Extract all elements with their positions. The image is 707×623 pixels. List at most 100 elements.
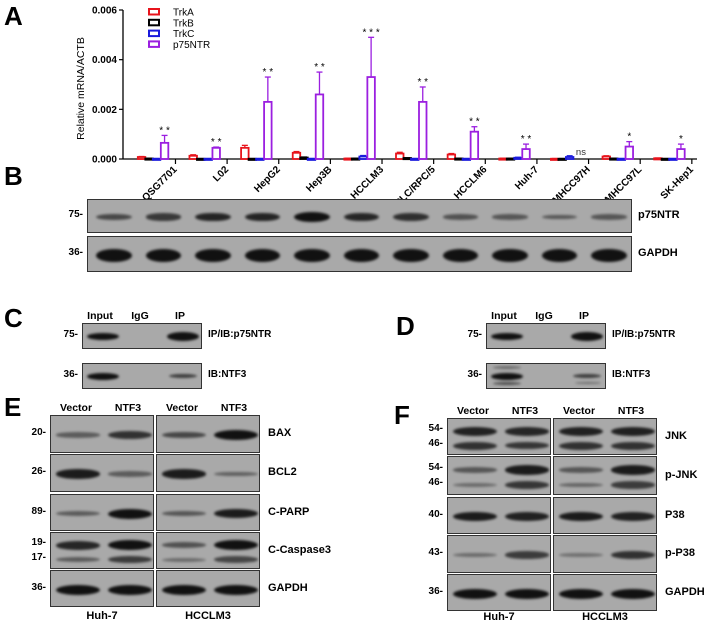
panel-label-e: E <box>4 392 22 422</box>
mw-marker: 54- <box>428 461 443 473</box>
band <box>559 511 603 522</box>
protein-label: p-JNK <box>665 468 698 481</box>
mw-marker: 36- <box>31 581 46 593</box>
lane-label: Vector <box>165 402 199 414</box>
band <box>611 481 655 489</box>
lane-label: Vector <box>562 405 596 417</box>
blot-row <box>447 497 551 534</box>
band <box>108 508 152 519</box>
significance-label: * * <box>469 117 480 128</box>
band <box>541 248 578 262</box>
band <box>214 556 258 563</box>
band <box>294 248 330 262</box>
band <box>343 212 380 222</box>
blot-row <box>486 323 606 349</box>
legend-swatch <box>148 29 160 38</box>
cell-line-label: Huh-7 <box>483 611 515 623</box>
protein-label: JNK <box>665 429 688 442</box>
blot-row <box>82 323 202 349</box>
band <box>96 213 132 221</box>
significance-label: * * <box>211 137 222 148</box>
band <box>611 465 655 475</box>
legend-swatch <box>148 18 160 27</box>
band <box>573 374 601 378</box>
y-tick-label: 0.002 <box>92 105 117 116</box>
band <box>162 469 206 479</box>
protein-label: p-P38 <box>665 547 695 559</box>
band <box>505 512 549 521</box>
band <box>505 465 549 475</box>
band <box>541 214 578 220</box>
x-tick-label: SK-Hep1 <box>659 164 697 202</box>
lane-label: NTF3 <box>114 402 142 414</box>
bar <box>469 130 480 160</box>
bar <box>159 141 170 160</box>
y-tick-label: 0.004 <box>92 55 117 66</box>
bar <box>624 145 634 160</box>
band <box>453 511 497 522</box>
panel-label-c: C <box>4 303 23 333</box>
band <box>162 510 206 517</box>
band <box>493 366 521 369</box>
protein-label: GAPDH <box>665 585 705 598</box>
lane-label: Vector <box>59 402 93 414</box>
mw-marker: 26- <box>31 466 46 477</box>
protein-label: P38 <box>665 508 685 521</box>
band <box>453 552 497 558</box>
protein-label: GAPDH <box>268 581 308 594</box>
panel-label-b: B <box>4 161 23 191</box>
lane-label: Input <box>87 310 113 322</box>
blot-row <box>553 497 657 534</box>
blot-row <box>50 494 154 531</box>
panel-label-a: A <box>4 1 23 31</box>
y-tick-label: 0.000 <box>92 155 117 166</box>
protein-label: IB:NTF3 <box>208 369 247 380</box>
mw-marker: 75- <box>467 329 482 340</box>
band <box>214 430 258 440</box>
blot-row <box>156 454 260 492</box>
lane-label: IgG <box>535 310 553 322</box>
band <box>559 441 603 450</box>
mw-marker: 54- <box>428 423 443 435</box>
panel-label-f: F <box>394 400 410 430</box>
legend-label: TrkB <box>173 18 194 29</box>
blot-row <box>156 532 260 569</box>
lane-label: IP <box>175 310 185 322</box>
blot-row <box>50 570 154 607</box>
band <box>162 542 206 549</box>
band <box>442 214 479 220</box>
mw-marker: 75- <box>68 209 83 220</box>
band <box>56 469 100 479</box>
significance-label: * * <box>417 77 428 88</box>
band <box>611 441 655 450</box>
band <box>611 426 655 436</box>
blot-row <box>447 574 551 611</box>
x-tick-label: Huh-7 <box>513 164 541 192</box>
protein-label: C-Caspase3 <box>268 543 331 556</box>
blot-gapdh <box>87 236 632 272</box>
band <box>56 432 100 438</box>
mw-marker: 17- <box>31 551 46 563</box>
band <box>559 588 603 599</box>
blot-row <box>50 415 154 453</box>
band <box>145 213 182 221</box>
band <box>453 441 497 450</box>
band <box>294 212 330 222</box>
blot-row <box>447 535 551 573</box>
mw-marker: 89- <box>31 505 46 517</box>
band <box>214 508 258 519</box>
band <box>108 431 152 439</box>
mw-marker: 46- <box>428 437 443 449</box>
bar <box>513 156 523 160</box>
blot-row <box>553 535 657 573</box>
band <box>453 588 497 599</box>
band <box>505 426 549 436</box>
mw-marker: 40- <box>428 508 443 520</box>
band <box>56 557 100 563</box>
band <box>108 471 152 477</box>
legend-label: TrkC <box>173 29 194 40</box>
band <box>162 557 206 562</box>
band <box>505 481 549 489</box>
band <box>453 483 497 488</box>
protein-label: IB:NTF3 <box>612 369 651 380</box>
